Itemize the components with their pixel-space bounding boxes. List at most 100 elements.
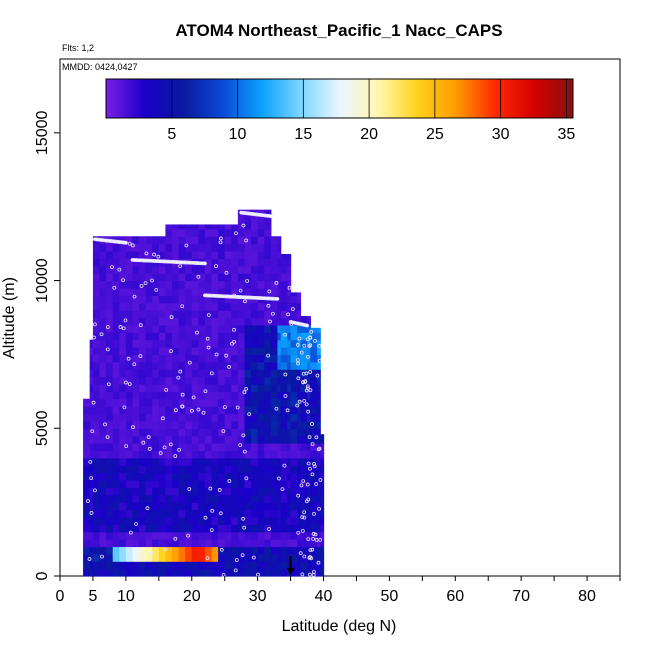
heatmap-cell [316, 531, 321, 540]
sample-marker [86, 499, 90, 503]
sample-marker [270, 311, 275, 316]
heatmap-cell [152, 509, 160, 518]
heatmap-cell [204, 361, 213, 370]
sample-marker [128, 530, 133, 535]
heatmap-cell [251, 420, 259, 429]
heatmap-cell [132, 251, 140, 260]
heatmap-cell [83, 516, 91, 525]
heatmap-cell [297, 420, 302, 429]
heatmap-cell [191, 236, 199, 245]
heatmap-cell [191, 531, 199, 540]
sample-marker [234, 558, 239, 562]
heatmap-cell [158, 457, 167, 466]
heatmap-cell [264, 465, 272, 474]
heatmap-cell [300, 472, 308, 481]
sample-marker [205, 336, 210, 341]
heatmap-cell [290, 531, 298, 540]
heatmap-cell [316, 457, 321, 466]
heatmap-cell [257, 420, 265, 429]
heatmap-cell [287, 398, 292, 407]
heatmap-cell [158, 553, 167, 562]
heatmap-cell [251, 524, 259, 533]
heatmap-cell [218, 516, 226, 525]
heatmap-cell [125, 361, 134, 370]
heatmap-cell [99, 502, 107, 511]
heatmap-cell [204, 369, 213, 378]
heatmap-cell [106, 251, 114, 260]
heatmap-cell [307, 516, 311, 525]
heatmap-cell [231, 509, 239, 518]
heatmap-cell [277, 265, 282, 274]
heatmap-cell [290, 332, 298, 341]
heatmap-cell [251, 457, 259, 466]
heatmap-cell [83, 546, 91, 555]
heatmap-cell [270, 479, 279, 488]
heatmap-cell [165, 354, 173, 363]
heatmap-cell [297, 428, 302, 437]
heatmap-cell [316, 361, 321, 370]
heatmap-cell [264, 494, 272, 503]
heatmap-cell [277, 531, 282, 540]
heatmap-cell [99, 391, 107, 400]
heatmap-cell [237, 516, 246, 525]
heatmap-cell [89, 339, 94, 348]
heatmap-cell [297, 383, 302, 392]
heatmap-cell [251, 465, 259, 474]
heatmap-cell [125, 435, 134, 444]
heatmap-cell [297, 531, 302, 540]
heatmap-cell [264, 228, 272, 237]
heatmap-cell [231, 339, 239, 348]
heatmap-cell [158, 487, 167, 496]
heatmap-cell [316, 398, 321, 407]
heatmap-cell [99, 251, 107, 260]
heatmap-cell [89, 561, 94, 570]
heatmap-cell [165, 553, 173, 562]
heatmap-cell [145, 472, 153, 481]
flight-track [92, 210, 310, 328]
heatmap-cell [172, 472, 180, 481]
sample-marker [307, 572, 312, 577]
heatmap-cell [297, 413, 302, 422]
heatmap-cell [119, 546, 127, 555]
heatmap-cell [270, 369, 279, 378]
sample-marker [274, 281, 279, 285]
heatmap-cell [92, 310, 101, 319]
heatmap-cell [251, 406, 259, 415]
heatmap-cell [244, 494, 252, 503]
heatmap-cell [204, 539, 213, 548]
heatmap-cell [198, 354, 206, 363]
sample-marker [164, 387, 169, 392]
heatmap-cell [244, 243, 252, 252]
heatmap-cell [211, 354, 219, 363]
heatmap-cell [178, 224, 186, 230]
heatmap-cell [218, 324, 226, 333]
heatmap-cell [139, 413, 147, 422]
heatmap-cell [125, 317, 134, 326]
heatmap-cell [92, 561, 101, 570]
heatmap-cell [320, 479, 325, 488]
heatmap-cell [89, 487, 94, 496]
heatmap-cell [172, 465, 180, 474]
heatmap-cell [145, 428, 153, 437]
heatmap-cell [198, 531, 206, 540]
heatmap-cell [237, 339, 246, 348]
heatmap-cell [277, 317, 282, 326]
heatmap-cell [316, 383, 321, 392]
heatmap-cell [185, 420, 193, 429]
heatmap-cell [251, 287, 259, 296]
sample-marker [303, 380, 307, 384]
heatmap-cell [145, 398, 153, 407]
sample-marker [244, 386, 249, 391]
heatmap-cell [264, 487, 272, 496]
heatmap-cell [106, 383, 114, 392]
heatmap-cell [119, 251, 127, 260]
heatmap-cell [204, 302, 213, 311]
sample-marker [235, 405, 240, 410]
heatmap-cell [125, 465, 134, 474]
heatmap-cell [125, 265, 134, 274]
heatmap-cell [119, 361, 127, 370]
heatmap-cell [152, 361, 160, 370]
heatmap-cell [290, 292, 298, 296]
heatmap-cell [99, 406, 107, 415]
heatmap-cell [310, 457, 318, 466]
